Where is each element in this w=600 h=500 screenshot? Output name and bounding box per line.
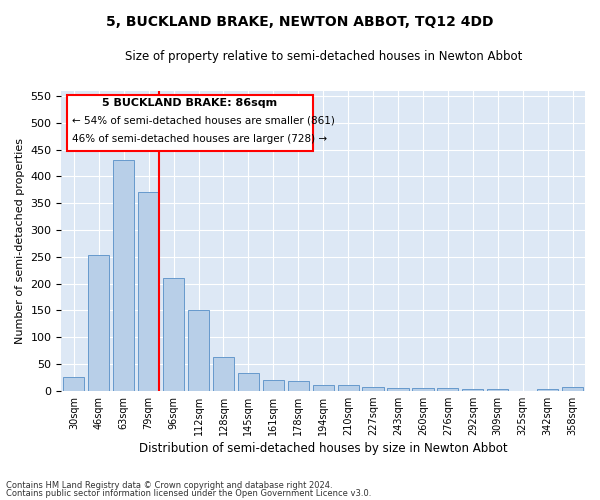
Bar xyxy=(437,388,458,390)
Text: Contains public sector information licensed under the Open Government Licence v3: Contains public sector information licen… xyxy=(6,488,371,498)
Bar xyxy=(113,160,134,390)
Bar xyxy=(263,380,284,390)
Bar xyxy=(287,381,309,390)
FancyBboxPatch shape xyxy=(67,95,313,150)
X-axis label: Distribution of semi-detached houses by size in Newton Abbot: Distribution of semi-detached houses by … xyxy=(139,442,508,455)
Bar xyxy=(88,255,109,390)
Text: 46% of semi-detached houses are larger (728) →: 46% of semi-detached houses are larger (… xyxy=(72,134,327,144)
Bar xyxy=(313,386,334,390)
Bar xyxy=(537,389,558,390)
Bar xyxy=(138,192,159,390)
Bar xyxy=(388,388,409,390)
Bar xyxy=(163,278,184,390)
Bar xyxy=(362,387,383,390)
Title: Size of property relative to semi-detached houses in Newton Abbot: Size of property relative to semi-detach… xyxy=(125,50,522,63)
Y-axis label: Number of semi-detached properties: Number of semi-detached properties xyxy=(15,138,25,344)
Bar xyxy=(338,386,359,390)
Text: ← 54% of semi-detached houses are smaller (861): ← 54% of semi-detached houses are smalle… xyxy=(72,115,335,125)
Bar xyxy=(462,389,484,390)
Bar xyxy=(188,310,209,390)
Bar xyxy=(213,357,234,390)
Bar xyxy=(487,389,508,390)
Text: 5, BUCKLAND BRAKE, NEWTON ABBOT, TQ12 4DD: 5, BUCKLAND BRAKE, NEWTON ABBOT, TQ12 4D… xyxy=(106,15,494,29)
Bar xyxy=(238,373,259,390)
Text: Contains HM Land Registry data © Crown copyright and database right 2024.: Contains HM Land Registry data © Crown c… xyxy=(6,481,332,490)
Bar xyxy=(562,387,583,390)
Bar xyxy=(63,378,85,390)
Text: 5 BUCKLAND BRAKE: 86sqm: 5 BUCKLAND BRAKE: 86sqm xyxy=(102,98,277,108)
Bar xyxy=(412,388,434,390)
